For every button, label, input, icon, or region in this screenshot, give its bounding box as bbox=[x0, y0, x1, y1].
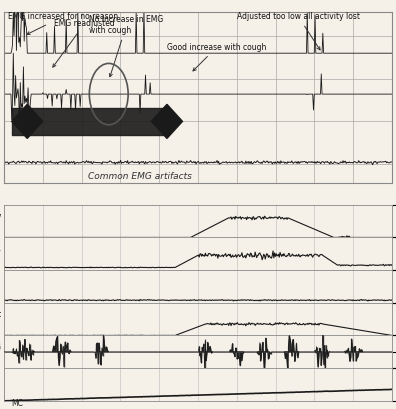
Y-axis label: EMG: EMG bbox=[0, 343, 1, 352]
Text: Adjusted too low all activity lost: Adjusted too low all activity lost bbox=[237, 12, 360, 50]
Y-axis label: Pdet: Pdet bbox=[0, 310, 1, 319]
Text: Common EMG artifacts: Common EMG artifacts bbox=[88, 172, 192, 181]
Y-axis label: Pves: Pves bbox=[0, 245, 1, 254]
Text: Good increase with cough: Good increase with cough bbox=[167, 43, 267, 71]
Y-axis label: Flow: Flow bbox=[0, 212, 1, 221]
Y-axis label: Pabd: Pabd bbox=[0, 277, 1, 286]
Text: No increase in EMG
with cough: No increase in EMG with cough bbox=[89, 15, 164, 77]
Text: EMG readjusted: EMG readjusted bbox=[53, 19, 115, 67]
Polygon shape bbox=[12, 104, 43, 138]
Y-axis label: VH₂O: VH₂O bbox=[0, 375, 1, 384]
Polygon shape bbox=[151, 104, 183, 138]
Text: EMG increased for no reason: EMG increased for no reason bbox=[8, 12, 118, 34]
Text: MC: MC bbox=[12, 399, 24, 408]
